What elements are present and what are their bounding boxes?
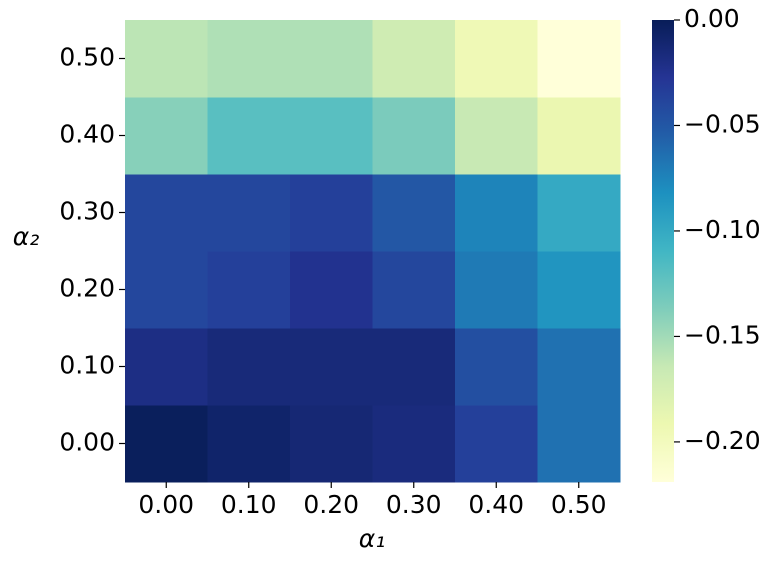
heatmap-cell: [207, 328, 291, 406]
y-tick-label: 0.50: [59, 43, 115, 72]
heatmap-cell: [372, 251, 456, 329]
x-tick-label: 0.50: [551, 490, 607, 519]
y-tick-label: 0.10: [59, 351, 115, 380]
heatmap-cell: [372, 20, 456, 98]
x-tick-label: 0.20: [303, 490, 359, 519]
y-tick-label: 0.30: [59, 197, 115, 226]
colorbar-tick-label: −0.05: [684, 109, 761, 138]
heatmap-cell: [537, 174, 621, 252]
y-tick-label: 0.20: [59, 274, 115, 303]
colorbar-tick-label: −0.15: [684, 320, 761, 349]
y-tick-label: 0.40: [59, 120, 115, 149]
heatmap-cell: [290, 20, 373, 98]
x-axis-label: α₁: [359, 524, 386, 553]
heatmap-cell: [207, 174, 291, 252]
heatmap-cell: [537, 328, 621, 406]
y-tick-label: 0.00: [59, 428, 115, 457]
y-axis-label: α₂: [13, 222, 40, 251]
heatmap-cell: [455, 251, 538, 329]
heatmap-cell: [537, 20, 621, 98]
heatmap-cell: [455, 174, 538, 252]
heatmap-cell: [125, 97, 208, 175]
x-tick-label: 0.10: [221, 490, 277, 519]
heatmap-cell: [290, 97, 373, 175]
heatmap-cell: [372, 328, 456, 406]
heatmap-cell: [455, 97, 538, 175]
heatmap-cell: [125, 174, 208, 252]
heatmap-cell: [207, 97, 291, 175]
colorbar-tick-label: 0.00: [684, 4, 740, 33]
heatmap-cell: [290, 174, 373, 252]
heatmap-cell: [372, 405, 456, 483]
colorbar-tick-label: −0.20: [684, 426, 761, 455]
heatmap-cell: [290, 328, 373, 406]
heatmap-cell: [372, 174, 456, 252]
heatmap-cell: [125, 251, 208, 329]
colorbar: [652, 20, 674, 482]
colorbar-tick-label: −0.10: [684, 215, 761, 244]
heatmap-cell: [207, 251, 291, 329]
heatmap-cell: [125, 20, 208, 98]
heatmap-cell: [537, 97, 621, 175]
heatmap-cell: [290, 405, 373, 483]
heatmap-cell: [537, 251, 621, 329]
heatmap-cell: [207, 20, 291, 98]
heatmap-cell: [207, 405, 291, 483]
heatmap-cell: [537, 405, 621, 483]
x-tick-label: 0.00: [138, 490, 194, 519]
heatmap-cell: [125, 405, 208, 483]
heatmap-cell: [290, 251, 373, 329]
x-tick-label: 0.40: [468, 490, 524, 519]
heatmap-cell: [372, 97, 456, 175]
heatmap-cell: [455, 328, 538, 406]
x-tick-label: 0.30: [386, 490, 442, 519]
heatmap-cell: [125, 328, 208, 406]
heatmap-cell: [455, 20, 538, 98]
heatmap-cell: [455, 405, 538, 483]
